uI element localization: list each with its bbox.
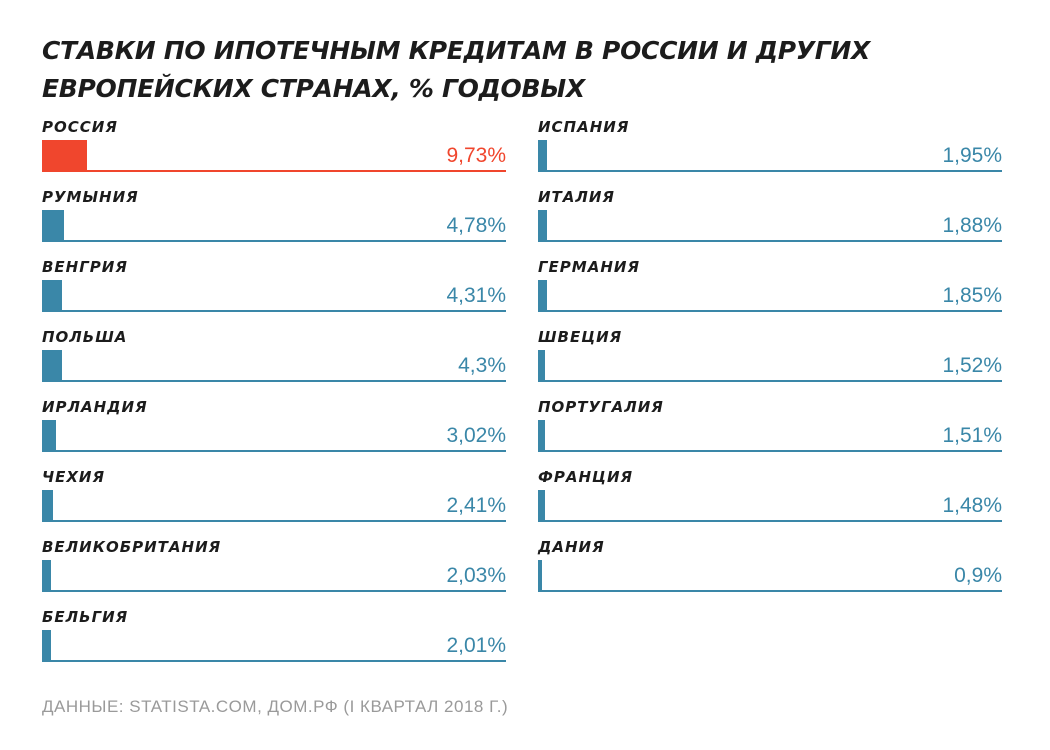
bar-track: 4,78% <box>42 210 506 242</box>
category-label: РОССИЯ <box>42 118 118 136</box>
bar <box>42 490 54 522</box>
chart-column-left: РОССИЯ 9,73% РУМЫНИЯ 4,78% ВЕНГРИЯ 4,31% ПОЛЬШ… <box>42 114 506 674</box>
category-label: ИСПАНИЯ <box>538 118 630 136</box>
value-label: 2,03% <box>446 564 506 587</box>
bar-row: ВЕНГРИЯ 4,31% <box>42 254 506 324</box>
category-label: ВЕНГРИЯ <box>42 258 128 276</box>
bar <box>538 350 546 382</box>
chart-column-right: ИСПАНИЯ 1,95% ИТАЛИЯ 1,88% ГЕРМАНИЯ 1,85% ШВЕЦ… <box>538 114 1002 604</box>
bar-track: 2,41% <box>42 490 506 522</box>
category-label: ПОЛЬША <box>42 328 128 346</box>
value-label: 1,88% <box>942 214 1002 237</box>
bar-row: ИТАЛИЯ 1,88% <box>538 184 1002 254</box>
bar-row: БЕЛЬГИЯ 2,01% <box>42 604 506 674</box>
bar <box>42 560 52 592</box>
bar-track: 4,3% <box>42 350 506 382</box>
bar-baseline <box>538 380 1002 382</box>
value-label: 1,52% <box>942 354 1002 377</box>
value-label: 1,51% <box>942 424 1002 447</box>
bar-baseline <box>538 170 1002 172</box>
value-label: 0,9% <box>954 564 1002 587</box>
bar-track: 1,48% <box>538 490 1002 522</box>
bar <box>538 140 548 172</box>
bar <box>42 630 52 662</box>
category-label: ФРАНЦИЯ <box>538 468 634 486</box>
value-label: 4,31% <box>446 284 506 307</box>
value-label: 4,3% <box>458 354 506 377</box>
bar-baseline <box>538 590 1002 592</box>
bar <box>538 420 545 452</box>
value-label: 2,01% <box>446 634 506 657</box>
bar-row: ФРАНЦИЯ 1,48% <box>538 464 1002 534</box>
bar-baseline <box>42 660 506 662</box>
bar <box>42 350 62 382</box>
bar <box>538 560 543 592</box>
category-label: ИРЛАНДИЯ <box>42 398 148 416</box>
bar-track: 0,9% <box>538 560 1002 592</box>
bar-row: ГЕРМАНИЯ 1,85% <box>538 254 1002 324</box>
bar-row: ПОЛЬША 4,3% <box>42 324 506 394</box>
bar <box>538 210 547 242</box>
bar-baseline <box>538 310 1002 312</box>
bar <box>42 280 62 312</box>
value-label: 1,95% <box>942 144 1002 167</box>
value-label: 9,73% <box>446 144 506 167</box>
bar <box>42 420 56 452</box>
bar-row: ПОРТУГАЛИЯ 1,51% <box>538 394 1002 464</box>
value-label: 4,78% <box>446 214 506 237</box>
bar-baseline <box>538 520 1002 522</box>
bar-baseline <box>42 240 506 242</box>
bar-baseline <box>538 450 1002 452</box>
bar-track: 2,03% <box>42 560 506 592</box>
category-label: ДАНИЯ <box>538 538 605 556</box>
bar-row: ИРЛАНДИЯ 3,02% <box>42 394 506 464</box>
category-label: ПОРТУГАЛИЯ <box>538 398 664 416</box>
category-label: ШВЕЦИЯ <box>538 328 623 346</box>
bar <box>42 140 88 172</box>
bar-row: ШВЕЦИЯ 1,52% <box>538 324 1002 394</box>
bar-track: 4,31% <box>42 280 506 312</box>
bar-track: 2,01% <box>42 630 506 662</box>
bar-baseline <box>538 240 1002 242</box>
bar-baseline <box>42 380 506 382</box>
bar <box>538 490 545 522</box>
bar-row: ДАНИЯ 0,9% <box>538 534 1002 604</box>
bar-row: РУМЫНИЯ 4,78% <box>42 184 506 254</box>
value-label: 2,41% <box>446 494 506 517</box>
bar-track: 9,73% <box>42 140 506 172</box>
bar-track: 1,85% <box>538 280 1002 312</box>
bar-track: 1,52% <box>538 350 1002 382</box>
bar-row: ИСПАНИЯ 1,95% <box>538 114 1002 184</box>
bar-track: 3,02% <box>42 420 506 452</box>
bar-row: РОССИЯ 9,73% <box>42 114 506 184</box>
bar <box>42 210 65 242</box>
bar-baseline <box>42 590 506 592</box>
category-label: ИТАЛИЯ <box>538 188 615 206</box>
bar-row: ЧЕХИЯ 2,41% <box>42 464 506 534</box>
bar-track: 1,88% <box>538 210 1002 242</box>
bar <box>538 280 547 312</box>
bar-baseline <box>42 170 506 172</box>
category-label: ВЕЛИКОБРИТАНИЯ <box>42 538 222 556</box>
chart-title: СТАВКИ ПО ИПОТЕЧНЫМ КРЕДИТАМ В РОССИИ И … <box>42 36 870 103</box>
source-note: ДАННЫЕ: STATISTA.COM, ДОМ.РФ (I КВАРТАЛ … <box>42 697 509 716</box>
category-label: РУМЫНИЯ <box>42 188 139 206</box>
bar-row: ВЕЛИКОБРИТАНИЯ 2,03% <box>42 534 506 604</box>
category-label: БЕЛЬГИЯ <box>42 608 129 626</box>
bar-baseline <box>42 450 506 452</box>
bar-baseline <box>42 310 506 312</box>
bar-track: 1,95% <box>538 140 1002 172</box>
category-label: ЧЕХИЯ <box>42 468 106 486</box>
bar-baseline <box>42 520 506 522</box>
value-label: 3,02% <box>446 424 506 447</box>
value-label: 1,85% <box>942 284 1002 307</box>
category-label: ГЕРМАНИЯ <box>538 258 640 276</box>
value-label: 1,48% <box>942 494 1002 517</box>
bar-track: 1,51% <box>538 420 1002 452</box>
